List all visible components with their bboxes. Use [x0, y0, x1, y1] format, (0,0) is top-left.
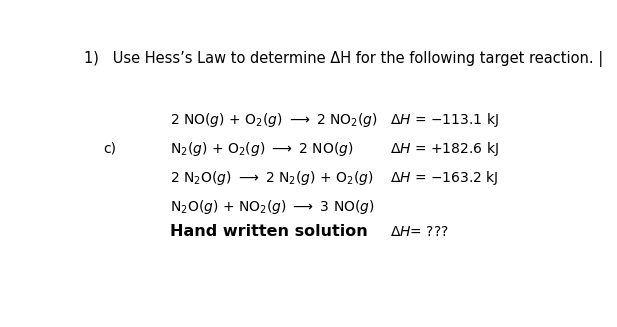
Text: N$_2$O($g$) + NO$_2$($g$) $\longrightarrow$ 3 NO($g$): N$_2$O($g$) + NO$_2$($g$) $\longrightarr…: [170, 198, 375, 216]
Text: N$_2$($g$) + O$_2$($g$) $\longrightarrow$ 2 NO($g$): N$_2$($g$) + O$_2$($g$) $\longrightarrow…: [170, 140, 354, 158]
Text: $\Delta H$= ???: $\Delta H$= ???: [391, 225, 449, 239]
Text: 2 N$_2$O($g$) $\longrightarrow$ 2 N$_2$($g$) + O$_2$($g$): 2 N$_2$O($g$) $\longrightarrow$ 2 N$_2$(…: [170, 169, 374, 187]
Text: 2 NO($g$) + O$_2$($g$) $\longrightarrow$ 2 NO$_2$($g$): 2 NO($g$) + O$_2$($g$) $\longrightarrow$…: [170, 111, 378, 129]
Text: $\Delta H$ = $-$113.1 kJ: $\Delta H$ = $-$113.1 kJ: [391, 111, 499, 129]
Text: Hand written solution: Hand written solution: [170, 224, 368, 239]
Text: 1)   Use Hess’s Law to determine ΔH for the following target reaction. |: 1) Use Hess’s Law to determine ΔH for th…: [85, 51, 603, 67]
Text: c): c): [104, 142, 117, 156]
Text: $\Delta H$ = $-$163.2 kJ: $\Delta H$ = $-$163.2 kJ: [391, 169, 499, 187]
Text: $\Delta H$ = +182.6 kJ: $\Delta H$ = +182.6 kJ: [391, 140, 499, 158]
